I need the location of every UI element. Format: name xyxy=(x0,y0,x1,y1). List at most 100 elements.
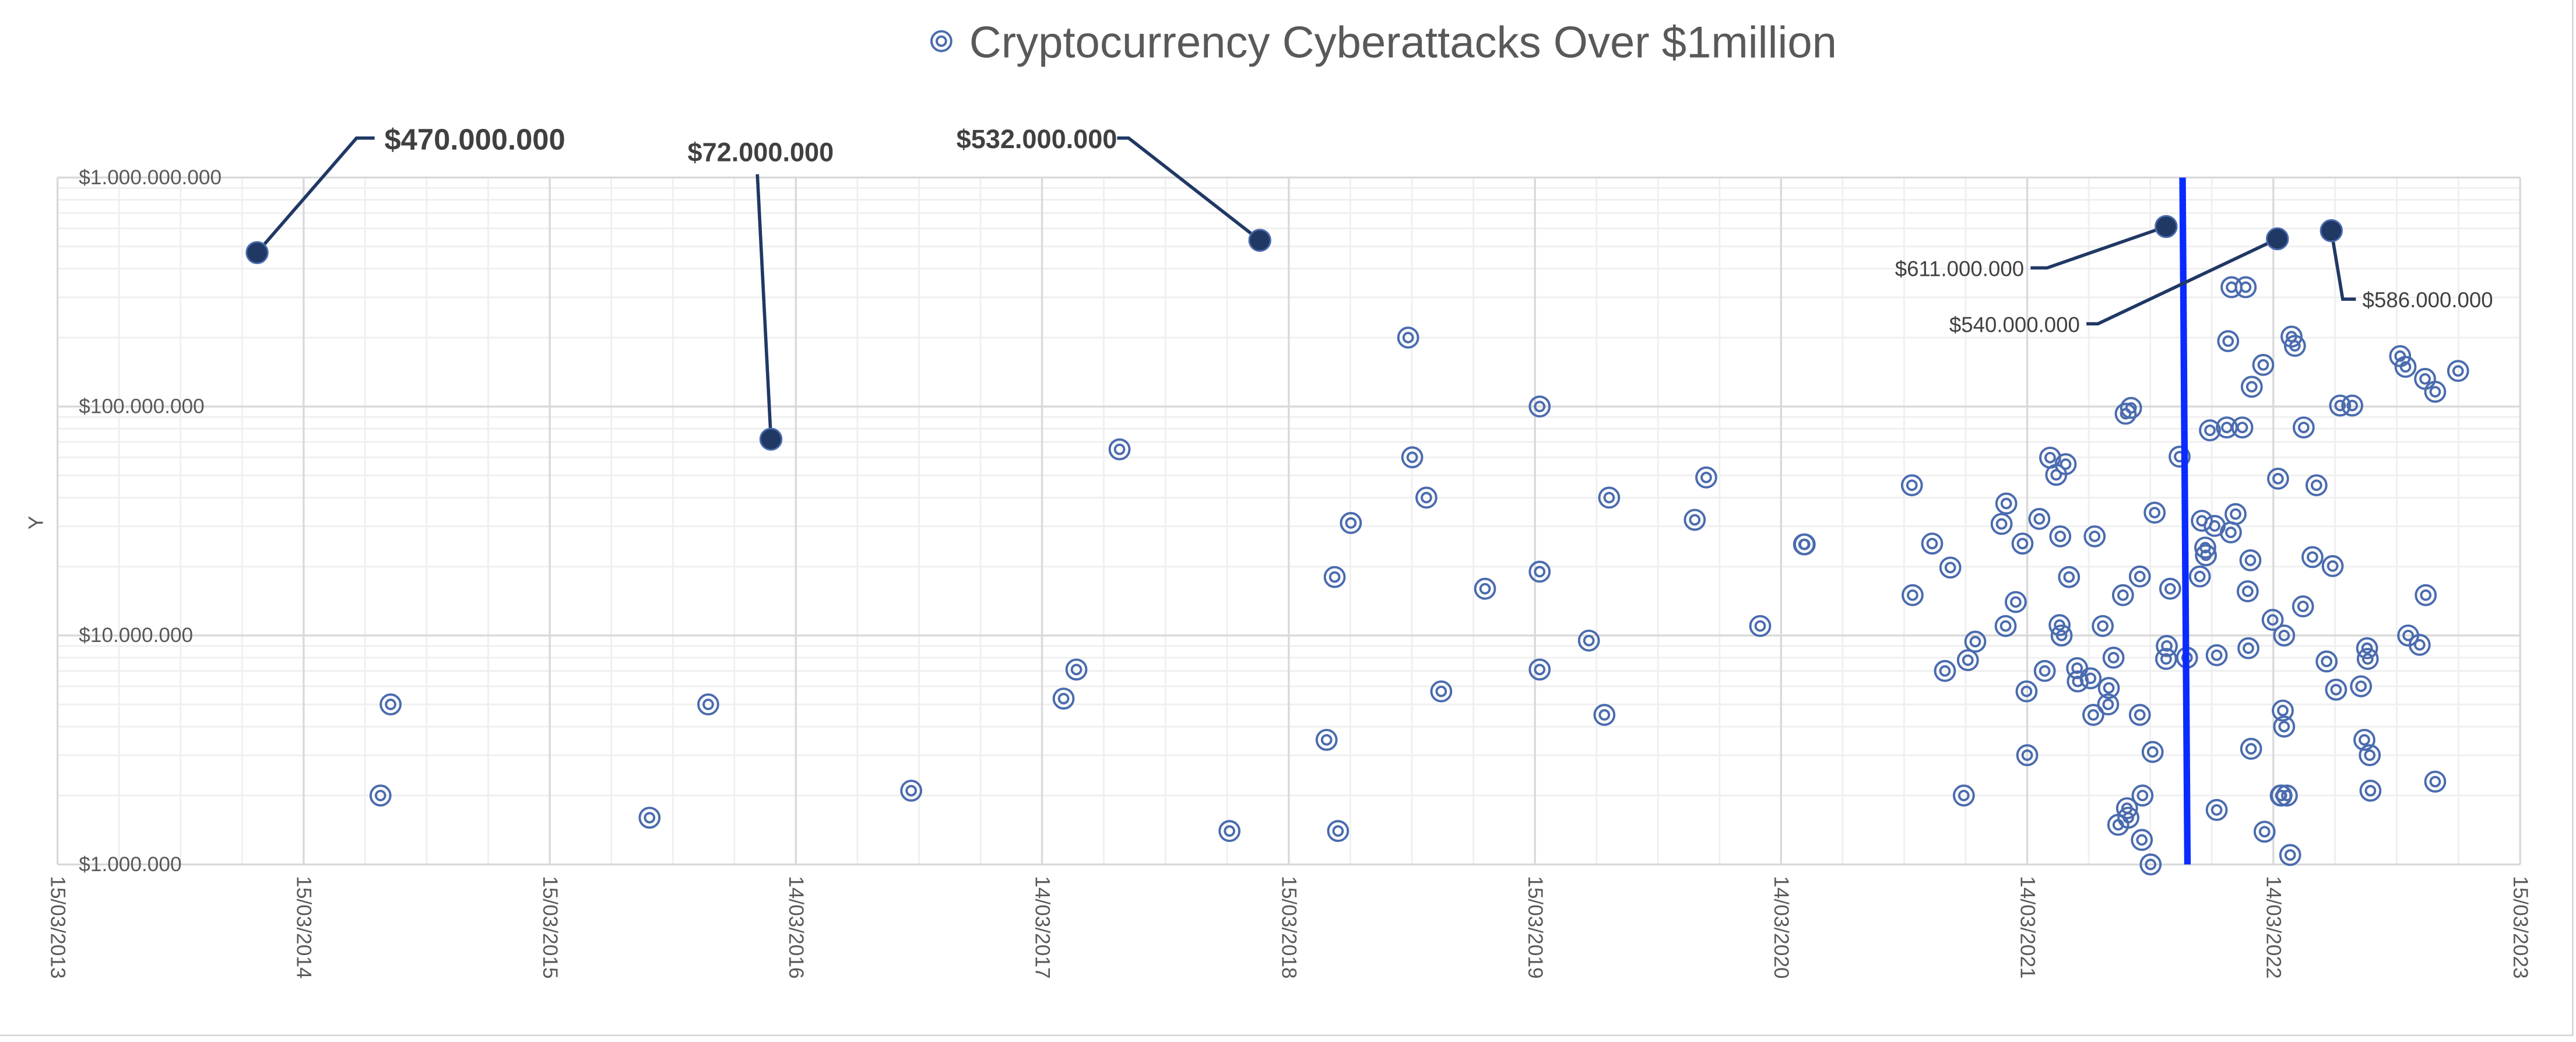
data-point-outer-ring xyxy=(2329,394,2352,417)
data-point-inner-ring xyxy=(2281,790,2293,802)
data-point-outer-ring xyxy=(1964,630,1987,653)
data-point xyxy=(2102,647,2125,669)
data-point-inner-ring xyxy=(1320,734,1333,746)
data-point-outer-ring xyxy=(2279,844,2301,866)
data-point-inner-ring xyxy=(2278,721,2290,732)
data-point xyxy=(2356,648,2379,670)
data-point xyxy=(2050,624,2073,647)
data-point xyxy=(2131,829,2153,851)
data-point xyxy=(2415,584,2437,606)
data-point-outer-ring xyxy=(1934,659,1956,682)
annotation: $611.000.000 xyxy=(1895,215,2178,281)
data-point-outer-ring xyxy=(1528,395,1551,418)
data-point xyxy=(2408,634,2431,656)
annotation: $532.000.000 xyxy=(957,124,1271,252)
data-point-inner-ring xyxy=(2020,685,2033,697)
data-point xyxy=(1340,512,1362,534)
data-point-inner-ring xyxy=(2355,680,2367,692)
data-point-outer-ring xyxy=(1397,327,1419,349)
data-point xyxy=(2079,667,2102,690)
data-point-inner-ring xyxy=(1798,538,1811,550)
data-point-inner-ring xyxy=(2134,709,2146,721)
annotations: $470.000.000 $72.000.000 $532.000.000 $611.… xyxy=(245,123,2493,451)
data-point-outer-ring xyxy=(379,693,402,715)
data-point-outer-ring xyxy=(1900,474,1923,497)
data-point-outer-ring xyxy=(2276,784,2298,807)
data-point xyxy=(1994,615,2017,637)
data-point xyxy=(2082,704,2104,726)
data-point-outer-ring xyxy=(1218,820,1240,843)
data-point-outer-ring xyxy=(2111,584,2134,606)
data-point-outer-ring xyxy=(2253,820,2276,843)
data-point-inner-ring xyxy=(2102,699,2114,710)
data-point-inner-ring xyxy=(1603,492,1615,504)
data-point-outer-ring xyxy=(2028,508,2051,530)
data-point xyxy=(2111,584,2134,606)
data-point-inner-ring xyxy=(2361,653,2374,665)
data-point xyxy=(2049,525,2072,548)
data-point-inner-ring xyxy=(1598,709,1611,721)
data-point-outer-ring xyxy=(2220,521,2242,543)
data-point-inner-ring xyxy=(2016,538,2029,550)
x-axis-tick-labels: 15/03/2013 15/03/2014 15/03/2015 14/03/2016… xyxy=(46,876,2532,978)
data-point xyxy=(2220,521,2242,543)
data-point-outer-ring xyxy=(2356,637,2378,659)
data-point xyxy=(2011,532,2034,555)
data-point-inner-ring xyxy=(2071,662,2083,674)
y-axis-tick-labels: $1.000.000 $10.000.000 $100.000.000 $1.000.… xyxy=(79,166,222,876)
annotation-leader-line xyxy=(1117,136,1261,242)
data-point-outer-ring xyxy=(2359,780,2382,802)
x-tick-label: 14/03/2020 xyxy=(1770,876,1793,978)
data-point-outer-ring xyxy=(2120,397,2142,419)
data-point xyxy=(2279,844,2301,866)
data-point xyxy=(2217,330,2240,352)
data-point-outer-ring xyxy=(2050,624,2073,647)
data-point-outer-ring xyxy=(2005,591,2027,613)
data-point-outer-ring xyxy=(2058,566,2081,588)
data-point-inner-ring xyxy=(2112,819,2124,831)
data-point xyxy=(2139,853,2162,876)
data-point-inner-ring xyxy=(2278,629,2290,641)
data-point-outer-ring xyxy=(2049,525,2072,548)
data-point-inner-ring xyxy=(2277,704,2289,717)
data-point xyxy=(2083,525,2106,548)
data-point-inner-ring xyxy=(2240,281,2252,293)
data-point-outer-ring xyxy=(2321,555,2344,577)
data-point xyxy=(638,806,661,829)
data-point xyxy=(2092,615,2114,637)
data-point xyxy=(1921,532,1944,555)
data-point-outer-ring xyxy=(2325,678,2347,701)
x-tick-label: 15/03/2019 xyxy=(1524,876,1547,978)
data-point-outer-ring xyxy=(1415,486,1438,509)
data-point-inner-ring xyxy=(2136,834,2148,846)
data-point xyxy=(2424,380,2447,403)
data-point-inner-ring xyxy=(2402,629,2415,641)
data-point-outer-ring xyxy=(1315,728,1338,751)
data-point-outer-ring xyxy=(369,784,392,807)
data-point xyxy=(1315,728,1338,751)
data-point xyxy=(1052,687,1075,710)
data-point xyxy=(2325,678,2347,701)
data-point-outer-ring xyxy=(1474,577,1496,600)
data-point-inner-ring xyxy=(2297,422,2310,433)
highlighted-data-point xyxy=(759,427,783,451)
data-point xyxy=(2267,468,2289,490)
data-point-outer-ring xyxy=(1990,513,2013,535)
data-point-outer-ring xyxy=(1994,615,2017,637)
data-point-inner-ring xyxy=(2060,458,2072,470)
data-point xyxy=(2240,738,2262,760)
y-tick-label: $10.000.000 xyxy=(79,624,193,647)
data-point-inner-ring xyxy=(2222,335,2234,347)
data-point-outer-ring xyxy=(2237,637,2259,659)
data-point-inner-ring xyxy=(1435,685,1447,697)
annotation-leader-line xyxy=(2329,230,2356,301)
data-point xyxy=(1430,680,1453,703)
data-point-outer-ring xyxy=(1340,512,1362,534)
data-point-outer-ring xyxy=(1327,820,1349,843)
data-point-inner-ring xyxy=(2244,555,2257,566)
data-point xyxy=(369,784,392,807)
data-point-outer-ring xyxy=(1995,492,2018,515)
data-point xyxy=(2237,637,2259,659)
data-point-outer-ring xyxy=(2424,380,2447,403)
data-point-outer-ring xyxy=(2273,715,2296,738)
